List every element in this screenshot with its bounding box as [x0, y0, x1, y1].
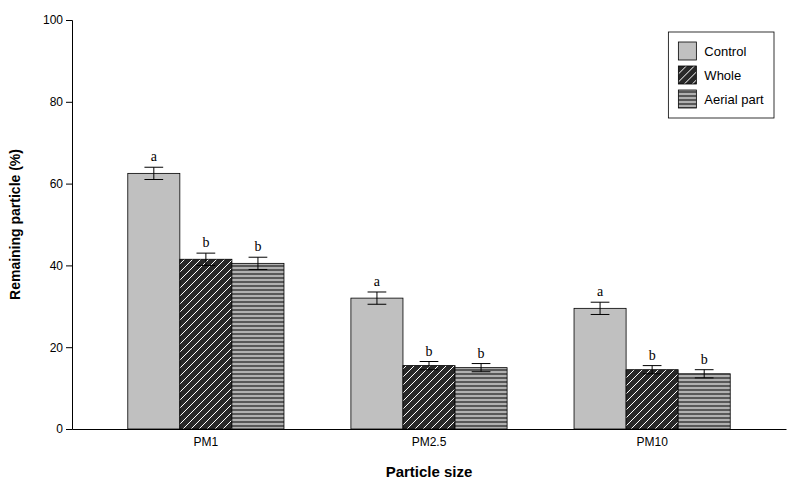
x-axis: PM1 PM2.5 PM10 [73, 429, 787, 449]
y-tick-label: 100 [43, 13, 63, 27]
bars [128, 167, 730, 429]
y-axis-line [66, 21, 73, 430]
error-bar [144, 167, 163, 179]
significance-letter: a [597, 284, 604, 299]
legend-frame [668, 32, 774, 118]
y-tick: 20 [50, 341, 72, 355]
y-tick-mark [66, 347, 72, 348]
error-bar [695, 370, 714, 378]
error-bar [197, 253, 216, 265]
chart: 0 20 40 60 80 100 PM1 PM2.5 PM10 a a a b b b b b b Control… [0, 0, 806, 491]
plot: 0 20 40 60 80 100 PM1 PM2.5 PM10 a a a b b b b b b Control… [43, 13, 787, 448]
y-tick-label: 20 [50, 341, 64, 355]
y-tick-label: 60 [50, 177, 64, 191]
y-tick: 100 [43, 13, 72, 27]
legend-swatch [678, 66, 696, 84]
error-bar [368, 292, 387, 304]
x-tick-label: PM2.5 [412, 435, 447, 449]
y-tick-label: 40 [50, 259, 64, 273]
bar [626, 370, 678, 429]
error-bar [420, 362, 439, 370]
error-bar [643, 366, 662, 374]
legend-item: Control [678, 42, 746, 60]
legend-label: Control [704, 44, 746, 59]
significance-letter: b [202, 235, 209, 250]
x-tick-label: PM10 [636, 435, 668, 449]
significance-letter: b [649, 348, 656, 363]
y-tick-mark [66, 102, 72, 103]
legend-swatch [678, 42, 696, 60]
y-tick-mark [66, 20, 72, 21]
legend-item: Aerial part [678, 90, 764, 108]
bar [232, 263, 284, 429]
y-tick-mark [66, 265, 72, 266]
letters: a a a b b b b b b [151, 149, 708, 366]
y-tick-mark [66, 184, 72, 185]
legend-item: Whole [678, 66, 741, 84]
bar [403, 366, 455, 429]
bar [678, 374, 730, 429]
x-tick-label: PM1 [194, 435, 219, 449]
series [180, 253, 678, 429]
x-tick: PM2.5 [412, 429, 447, 449]
error-bar [472, 364, 491, 372]
x-axis-line [73, 429, 787, 430]
series [232, 257, 730, 429]
y-tick: 0 [56, 422, 72, 436]
y-tick-mark [66, 429, 72, 430]
x-tick: PM1 [194, 429, 219, 449]
y-tick-label: 0 [56, 422, 63, 436]
legend-label: Whole [704, 68, 741, 83]
y-tick: 80 [50, 95, 72, 109]
y-tick: 60 [50, 177, 72, 191]
bar [180, 259, 232, 429]
y-axis: 0 20 40 60 80 100 [43, 13, 73, 436]
bar [351, 298, 403, 429]
x-axis-title: Particle size [386, 463, 473, 480]
significance-letter: b [254, 239, 261, 254]
significance-letter: b [478, 346, 485, 361]
bar [574, 308, 626, 429]
series [128, 167, 626, 429]
significance-letter: a [151, 149, 158, 164]
error-bar [249, 257, 268, 269]
bar [455, 368, 507, 429]
error-bar [591, 302, 610, 314]
y-tick-label: 80 [50, 95, 64, 109]
significance-letter: a [374, 274, 381, 289]
legend-swatch [678, 90, 696, 108]
y-axis-title: Remaining particle (%) [7, 149, 23, 300]
y-tick: 40 [50, 259, 72, 273]
legend: Control Whole Aerial part [668, 32, 774, 118]
significance-letter: b [701, 352, 708, 367]
x-tick: PM10 [636, 429, 668, 449]
legend-label: Aerial part [704, 92, 764, 107]
significance-letter: b [426, 344, 433, 359]
bar [128, 173, 180, 429]
